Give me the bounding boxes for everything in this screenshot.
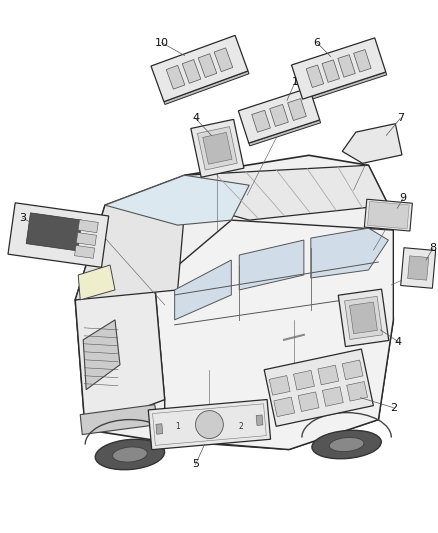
Polygon shape [76, 232, 96, 246]
Polygon shape [184, 165, 389, 220]
Polygon shape [367, 201, 409, 229]
Polygon shape [298, 392, 319, 411]
Text: 10: 10 [155, 38, 169, 47]
Polygon shape [408, 256, 429, 280]
Text: 9: 9 [400, 193, 407, 203]
Polygon shape [151, 35, 248, 102]
Polygon shape [345, 296, 382, 340]
Polygon shape [156, 424, 163, 434]
Polygon shape [249, 120, 321, 146]
Polygon shape [364, 199, 412, 231]
Text: 4: 4 [192, 114, 199, 123]
Text: 6: 6 [313, 38, 320, 47]
Polygon shape [401, 248, 436, 288]
Polygon shape [270, 104, 288, 126]
Ellipse shape [95, 439, 165, 470]
Polygon shape [256, 415, 263, 425]
Polygon shape [303, 72, 387, 102]
Polygon shape [293, 370, 314, 390]
Polygon shape [338, 289, 389, 346]
Polygon shape [74, 245, 95, 259]
Polygon shape [191, 119, 244, 177]
Polygon shape [78, 220, 98, 232]
Polygon shape [318, 365, 339, 385]
Polygon shape [75, 155, 393, 449]
Polygon shape [306, 65, 324, 87]
Polygon shape [8, 203, 109, 268]
Text: 1: 1 [175, 422, 180, 431]
Polygon shape [182, 60, 201, 83]
Polygon shape [164, 71, 249, 104]
Polygon shape [238, 88, 320, 143]
Polygon shape [252, 110, 270, 132]
Polygon shape [80, 405, 158, 434]
Polygon shape [198, 127, 237, 170]
Circle shape [195, 410, 223, 439]
Polygon shape [214, 48, 233, 71]
Polygon shape [239, 240, 304, 290]
Polygon shape [75, 285, 165, 430]
Polygon shape [338, 55, 355, 77]
Ellipse shape [113, 447, 147, 462]
Polygon shape [274, 397, 295, 417]
Text: 2: 2 [239, 422, 244, 431]
Text: 1: 1 [291, 77, 298, 87]
Polygon shape [342, 360, 363, 379]
Polygon shape [350, 302, 378, 334]
Text: 2: 2 [390, 402, 397, 413]
Ellipse shape [329, 438, 364, 451]
Polygon shape [105, 175, 249, 225]
Polygon shape [78, 265, 115, 300]
Polygon shape [311, 228, 389, 278]
Polygon shape [26, 213, 82, 251]
Text: 4: 4 [395, 337, 402, 347]
Polygon shape [198, 54, 217, 77]
Polygon shape [148, 400, 271, 450]
Polygon shape [288, 99, 306, 120]
Polygon shape [322, 60, 339, 82]
Polygon shape [166, 66, 185, 89]
Polygon shape [347, 382, 367, 401]
Ellipse shape [312, 430, 381, 459]
Polygon shape [342, 124, 402, 163]
Text: 8: 8 [430, 243, 437, 253]
Polygon shape [292, 38, 386, 99]
Polygon shape [75, 205, 184, 300]
Polygon shape [175, 260, 231, 320]
Polygon shape [155, 220, 393, 449]
Polygon shape [322, 387, 343, 406]
Text: 5: 5 [192, 459, 199, 470]
Polygon shape [353, 50, 371, 72]
Polygon shape [83, 320, 120, 390]
Polygon shape [269, 376, 290, 395]
Polygon shape [203, 132, 232, 164]
Text: 3: 3 [19, 213, 26, 223]
Polygon shape [264, 349, 373, 426]
Text: 7: 7 [397, 114, 404, 123]
